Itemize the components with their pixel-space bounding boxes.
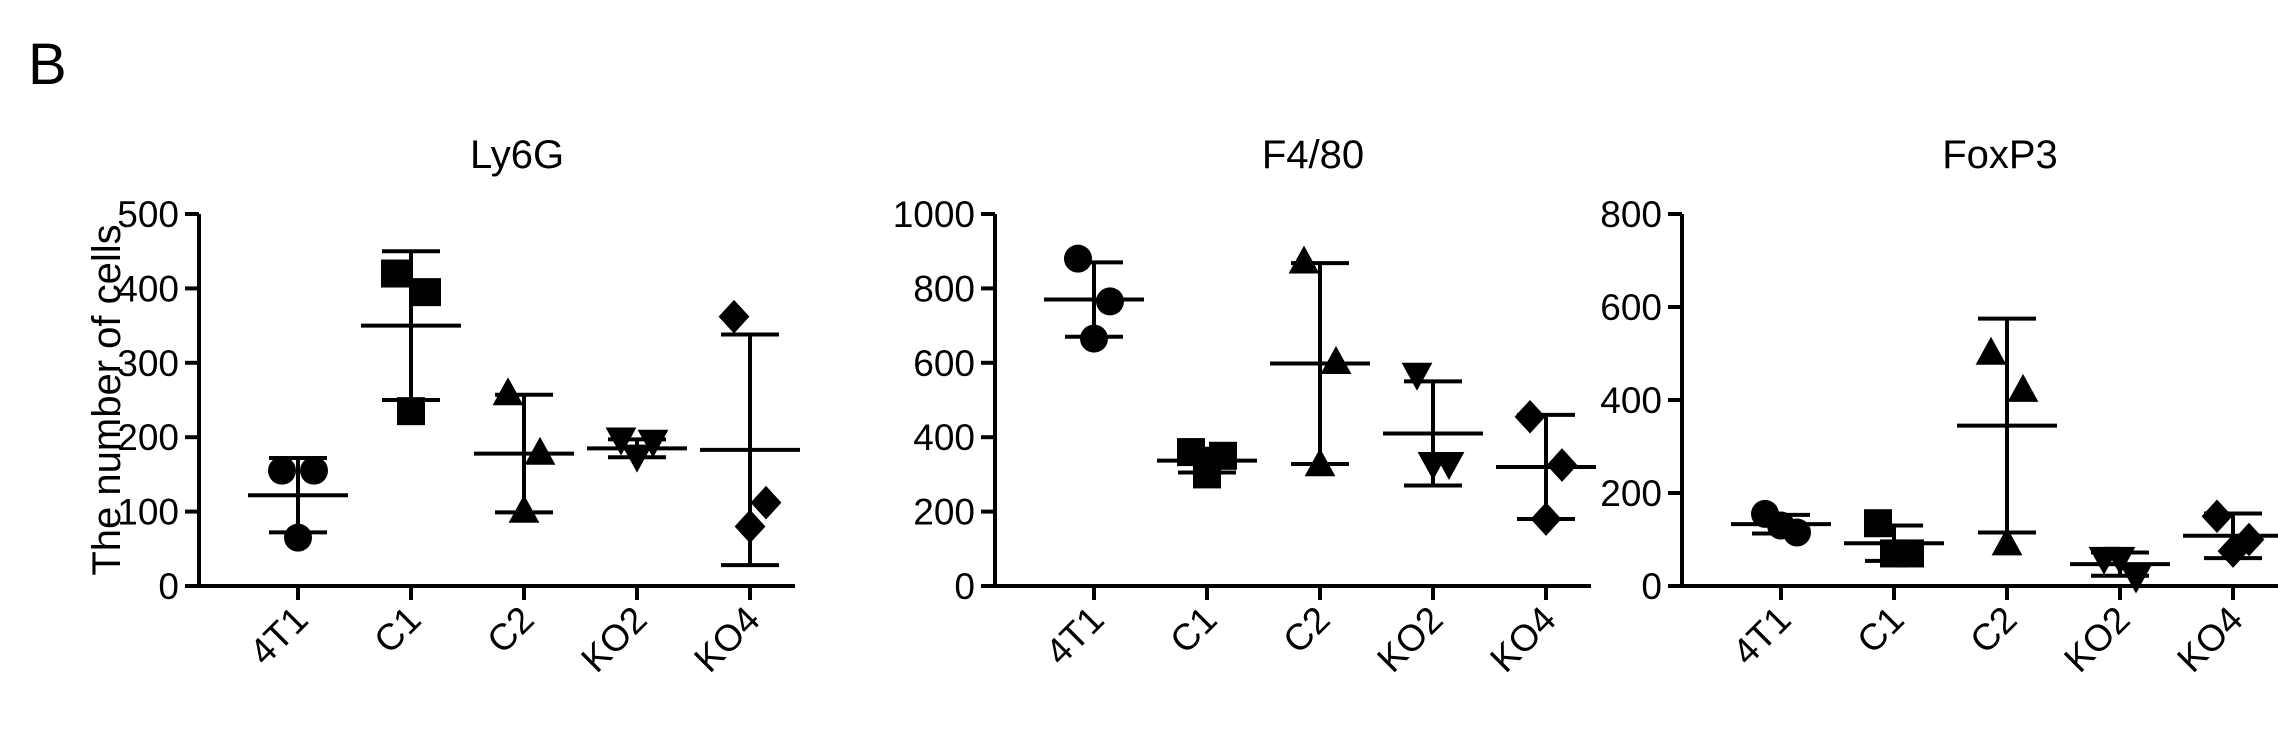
point [605,427,637,456]
x-tick-label: C2 [479,599,541,661]
point [1975,336,2007,365]
point [2007,373,2039,402]
panel-title: F4/80 [1262,133,1364,177]
point [637,429,669,458]
x-tick-label: C1 [366,599,428,661]
x-tick-label: 4T1 [242,599,316,673]
point [1320,346,1352,374]
figure-label: B [28,32,67,97]
y-tick-label: 200 [1600,473,1662,514]
x-tick-label: C2 [1275,599,1337,661]
x-tick-label: KO2 [573,599,654,680]
x-tick-label: KO4 [686,599,767,680]
y-tick-label: 300 [117,343,179,384]
y-axis-label: The number of cells [85,224,129,575]
y-tick-label: 0 [158,566,179,607]
point [300,456,328,485]
y-tick-label: 400 [1600,380,1662,421]
point [2120,565,2152,594]
y-tick-label: 600 [1600,287,1662,328]
y-tick-label: 400 [913,417,975,458]
x-tick-label: C1 [1162,599,1224,661]
y-tick-label: 200 [117,417,179,458]
y-tick-label: 800 [913,268,975,309]
y-tick-label: 0 [1641,566,1662,607]
point [492,377,524,406]
point [1864,509,1892,538]
y-tick-label: 100 [117,492,179,533]
point [1991,527,2023,556]
point [2201,499,2233,534]
point [524,436,556,465]
point [1401,362,1433,391]
y-tick-label: 0 [954,566,975,607]
point [750,485,782,520]
y-tick-label: 1000 [893,194,975,235]
y-tick-label: 800 [1600,194,1662,235]
point [718,299,750,334]
panel-title: FoxP3 [1942,133,2058,177]
point [268,456,296,485]
x-tick-label: KO4 [2169,599,2250,680]
x-tick-label: 4T1 [1038,599,1112,673]
x-tick-label: KO4 [1482,599,1563,680]
x-tick-label: KO2 [1369,599,1450,680]
point [1064,244,1092,273]
point [413,278,441,307]
point [2233,522,2265,557]
y-tick-label: 600 [913,343,975,384]
x-tick-label: 4T1 [1725,599,1799,673]
y-tick-label: 400 [117,268,179,309]
y-tick-label: 200 [913,492,975,533]
x-tick-label: C1 [1849,599,1911,661]
panel-title: Ly6G [470,133,564,177]
x-tick-label: C2 [1962,599,2024,661]
y-tick-label: 500 [117,194,179,235]
point [1288,245,1320,274]
point [381,259,409,288]
x-tick-label: KO2 [2056,599,2137,680]
